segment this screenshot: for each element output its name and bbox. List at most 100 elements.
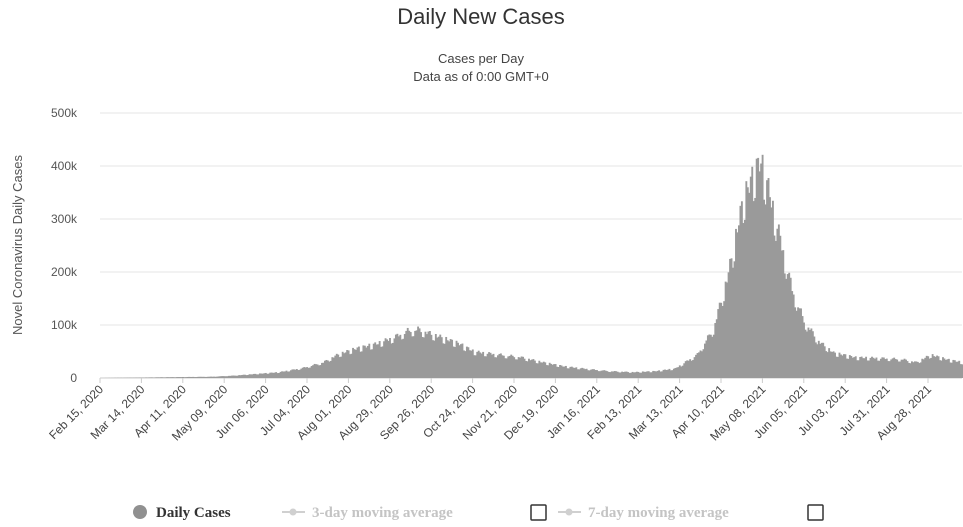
daily-cases-bar: [559, 364, 561, 378]
daily-cases-bar: [289, 370, 292, 378]
daily-cases-bar: [919, 362, 922, 378]
daily-cases-bar: [158, 377, 161, 378]
daily-cases-bar: [847, 358, 850, 378]
daily-cases-bar: [155, 377, 158, 378]
daily-cases-bar: [411, 336, 414, 378]
daily-cases-bar: [649, 372, 652, 378]
daily-cases-bar: [667, 369, 669, 378]
daily-cases-bar: [908, 362, 910, 378]
daily-cases-bar: [640, 372, 643, 378]
daily-cases-bar: [476, 351, 479, 378]
daily-cases-bar: [433, 340, 436, 378]
daily-cases-bar: [341, 351, 344, 378]
daily-cases-bar: [652, 370, 655, 378]
daily-cases-bar: [270, 372, 273, 378]
daily-cases-bar: [324, 360, 326, 378]
daily-cases-bar: [860, 356, 863, 378]
daily-cases-bar: [486, 353, 489, 378]
daily-cases-bar: [187, 376, 190, 378]
daily-cases-bar: [610, 371, 613, 378]
daily-cases-bar: [502, 355, 505, 378]
daily-cases-bar: [353, 349, 356, 378]
daily-cases-bar: [729, 258, 732, 378]
daily-cases-bar: [316, 364, 319, 378]
daily-cases-bar: [386, 339, 388, 378]
daily-cases-bar: [567, 368, 570, 378]
daily-cases-bar: [332, 357, 335, 378]
daily-cases-bar: [292, 369, 295, 378]
legend-item-daily-cases[interactable]: Daily Cases: [133, 505, 231, 521]
daily-cases-bar: [402, 338, 405, 378]
daily-cases-bar: [294, 369, 297, 378]
daily-cases-bar: [758, 171, 761, 378]
gridlines: [100, 112, 962, 379]
daily-cases-bar: [495, 357, 498, 378]
daily-cases-bar: [267, 373, 270, 378]
daily-cases-bar: [539, 362, 542, 378]
daily-cases-bar: [183, 377, 186, 378]
daily-cases-bar: [263, 373, 266, 378]
daily-cases-bar: [279, 371, 282, 378]
daily-cases-bar: [198, 376, 201, 378]
daily-cases-bar: [637, 371, 640, 378]
daily-cases-bar: [726, 282, 729, 378]
daily-cases-bar: [496, 355, 499, 378]
daily-cases-bar: [550, 363, 553, 378]
daily-cases-bar: [624, 371, 627, 378]
daily-cases-bar: [916, 361, 919, 378]
daily-cases-bar: [541, 362, 544, 378]
daily-cases-bar: [430, 334, 433, 378]
daily-cases-bar: [800, 308, 802, 378]
daily-cases-bar: [300, 368, 303, 378]
daily-cases-bar: [825, 351, 828, 378]
legend-item-3-day-average[interactable]: 3-day moving average: [282, 504, 547, 521]
daily-cases-bar: [560, 365, 563, 378]
daily-cases-bar: [678, 365, 681, 378]
daily-cases-bar: [755, 158, 758, 378]
daily-cases-bar: [899, 361, 902, 378]
daily-cases-bar: [900, 359, 903, 378]
daily-cases-bar: [582, 368, 585, 378]
daily-cases-bar: [186, 376, 189, 378]
daily-cases-bar: [507, 356, 510, 378]
daily-cases-bar: [414, 330, 417, 378]
daily-cases-bar: [462, 350, 465, 378]
daily-cases-bar: [698, 352, 700, 378]
daily-cases-bar: [597, 371, 600, 378]
daily-cases-bar: [287, 371, 289, 378]
daily-cases-bar: [562, 366, 564, 378]
daily-cases-bar: [668, 368, 671, 378]
daily-cases-bar: [742, 223, 745, 378]
daily-cases-bar: [915, 361, 918, 378]
daily-cases-bar: [646, 371, 649, 378]
daily-cases-bar: [556, 366, 559, 378]
daily-cases-bar: [190, 376, 193, 378]
daily-cases-bar: [266, 373, 269, 378]
daily-cases-bar: [360, 351, 363, 378]
legend-7-day-label: 7-day moving average: [588, 505, 729, 521]
legend-item-7-day-average[interactable]: 7-day moving average: [558, 504, 824, 521]
daily-cases-bar: [439, 334, 442, 378]
daily-cases-bar: [334, 355, 337, 378]
daily-cases-bar: [229, 375, 232, 378]
daily-cases-bar: [232, 375, 235, 378]
daily-cases-bar: [572, 367, 575, 378]
daily-cases-bar: [421, 336, 424, 378]
daily-cases-bar: [764, 204, 767, 378]
daily-cases-bar: [687, 360, 690, 378]
daily-cases-bar: [369, 349, 372, 378]
daily-cases-bar: [693, 357, 696, 378]
legend-7-day-checkbox[interactable]: [807, 504, 824, 521]
daily-cases-bar: [535, 363, 538, 378]
daily-cases-bar: [566, 368, 569, 378]
daily-cases-bar: [523, 358, 526, 378]
daily-cases-bar: [284, 371, 286, 378]
daily-cases-bar: [837, 356, 839, 378]
daily-cases-bar: [465, 346, 468, 378]
daily-cases-bar: [542, 361, 545, 378]
daily-cases-bar: [397, 336, 400, 378]
daily-cases-bar: [208, 376, 211, 378]
daily-cases-bar: [924, 357, 927, 378]
daily-cases-bar: [151, 377, 153, 378]
legend-3-day-checkbox[interactable]: [530, 504, 547, 521]
